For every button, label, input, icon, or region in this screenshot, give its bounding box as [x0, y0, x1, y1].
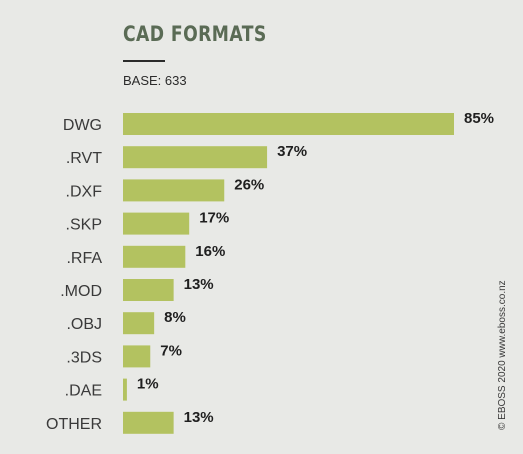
value-label: 1% — [137, 376, 159, 393]
value-label: 16% — [195, 243, 225, 260]
value-label: 17% — [199, 210, 229, 227]
bar — [123, 411, 174, 434]
bar — [123, 245, 186, 268]
bar — [123, 345, 151, 368]
bar — [123, 146, 268, 169]
category-label: .RVT — [66, 150, 102, 167]
credit-text: © EBOSS 2020 www.eboss.co.nz — [497, 280, 508, 430]
value-label: 13% — [184, 409, 214, 426]
base-label: BASE: 633 — [123, 73, 187, 88]
value-label: 85% — [464, 110, 494, 127]
bar — [123, 179, 225, 202]
category-label: .RFA — [66, 250, 102, 267]
title-underline — [123, 60, 165, 62]
category-label: DWG — [63, 117, 102, 134]
category-label: OTHER — [46, 416, 102, 433]
value-label: 13% — [184, 276, 214, 293]
bar — [123, 312, 155, 335]
category-label: .OBJ — [66, 316, 102, 333]
bar — [123, 279, 174, 301]
value-label: 37% — [277, 143, 307, 160]
category-label: .DXF — [66, 183, 103, 200]
bar — [123, 378, 127, 401]
bar — [123, 113, 454, 135]
category-label: .DAE — [65, 383, 102, 400]
bar — [123, 212, 190, 235]
value-label: 26% — [234, 176, 264, 193]
value-label: 7% — [160, 342, 182, 359]
chart-title: CAD FORMATS — [123, 22, 267, 46]
value-label: 8% — [164, 309, 186, 326]
category-label: .SKP — [66, 217, 102, 234]
category-label: .MOD — [60, 283, 102, 300]
category-label: .3DS — [66, 349, 102, 366]
